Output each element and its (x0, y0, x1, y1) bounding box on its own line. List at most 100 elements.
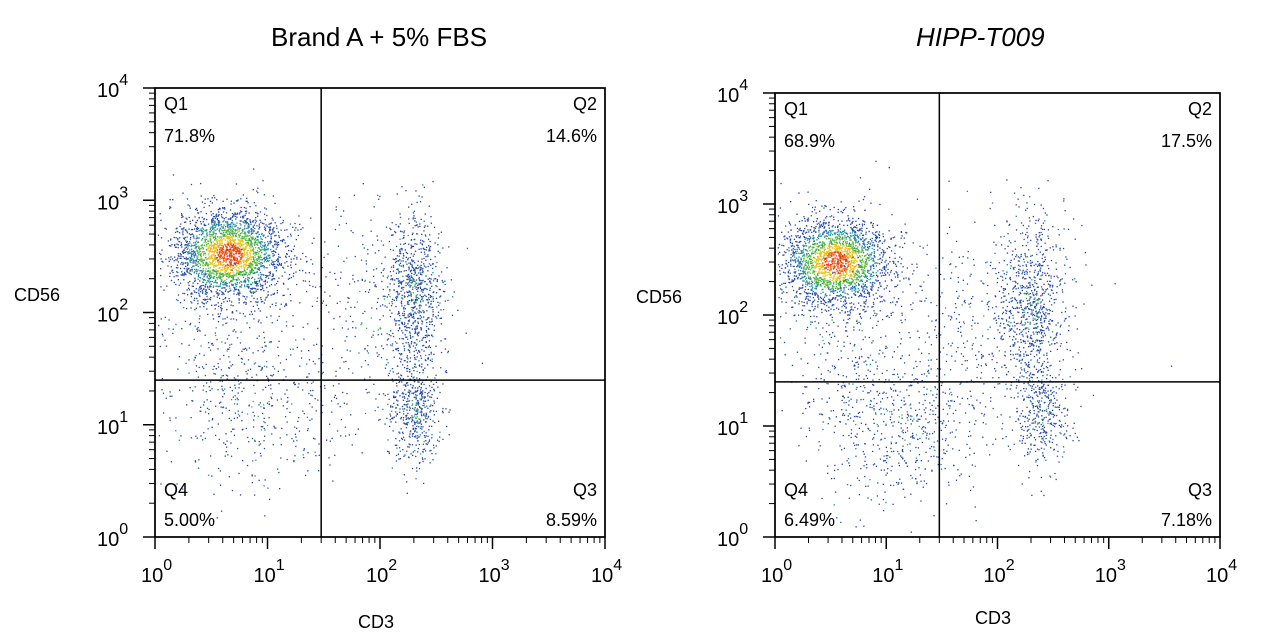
event-dot (213, 220, 214, 221)
event-dot (416, 350, 417, 351)
event-dot (398, 432, 399, 433)
event-dot (416, 432, 417, 433)
event-dot (382, 409, 383, 410)
event-dot (218, 468, 219, 469)
event-dot (430, 390, 431, 391)
event-dot (399, 395, 400, 396)
event-dot (417, 285, 418, 286)
event-dot (258, 247, 259, 248)
event-dot (234, 329, 235, 330)
event-dot (207, 399, 208, 400)
event-dot (418, 310, 419, 311)
event-dot (205, 270, 206, 271)
event-dot (221, 264, 222, 265)
event-dot (393, 350, 394, 351)
event-dot (413, 385, 414, 386)
event-dot (391, 275, 392, 276)
event-dot (178, 279, 179, 280)
event-dot (250, 301, 251, 302)
event-dot (254, 279, 255, 280)
event-dot (409, 371, 410, 372)
event-dot (420, 399, 421, 400)
event-dot (260, 370, 261, 371)
event-dot (228, 229, 229, 230)
event-dot (307, 417, 308, 418)
event-dot (445, 371, 446, 372)
event-dot (237, 263, 238, 264)
event-dot (278, 232, 279, 233)
event-dot (338, 246, 339, 247)
event-dot (233, 429, 234, 430)
event-dot (193, 242, 194, 243)
event-dot (232, 246, 233, 247)
event-dot (401, 186, 402, 187)
event-dot (244, 296, 245, 297)
event-dot (192, 269, 193, 270)
event-dot (289, 256, 290, 257)
event-dot (266, 258, 267, 259)
event-dot (431, 296, 432, 297)
event-dot (413, 322, 414, 323)
event-dot (405, 394, 406, 395)
event-dot (368, 392, 369, 393)
event-dot (397, 260, 398, 261)
event-dot (208, 342, 209, 343)
event-dot (390, 415, 391, 416)
event-dot (206, 282, 207, 283)
event-dot (196, 298, 197, 299)
event-dot (248, 359, 249, 360)
event-dot (218, 321, 219, 322)
event-dot (228, 335, 229, 336)
event-dot (402, 313, 403, 314)
event-dot (212, 419, 213, 420)
event-dot (221, 310, 222, 311)
event-dot (251, 272, 252, 273)
event-dot (216, 304, 217, 305)
event-dot (232, 216, 233, 217)
event-dot (194, 225, 195, 226)
event-dot (412, 400, 413, 401)
event-dot (373, 384, 374, 385)
event-dot (245, 266, 246, 267)
event-dot (430, 246, 431, 247)
event-dot (279, 263, 280, 264)
event-dot (401, 284, 402, 285)
event-dot (412, 287, 413, 288)
event-dot (190, 387, 191, 388)
event-dot (431, 301, 432, 302)
event-dot (411, 276, 412, 277)
event-dot (270, 271, 271, 272)
event-dot (235, 274, 236, 275)
event-dot (236, 269, 237, 270)
event-dot (267, 236, 268, 237)
event-dot (247, 225, 248, 226)
event-dot (429, 278, 430, 279)
event-dot (267, 260, 268, 261)
event-dot (199, 315, 200, 316)
event-dot (185, 244, 186, 245)
event-dot (301, 357, 302, 358)
event-dot (401, 302, 402, 303)
event-dot (209, 386, 210, 387)
event-dot (210, 267, 211, 268)
event-dot (424, 441, 425, 442)
event-dot (250, 224, 251, 225)
event-dot (406, 427, 407, 428)
event-dot (260, 220, 261, 221)
event-dot (401, 330, 402, 331)
event-dot (373, 269, 374, 270)
event-dot (257, 338, 258, 339)
event-dot (204, 260, 205, 261)
event-dot (429, 340, 430, 341)
event-dot (438, 305, 439, 306)
event-dot (404, 474, 405, 475)
event-dot (416, 328, 417, 329)
event-dot (271, 242, 272, 243)
event-dot (290, 265, 291, 266)
event-dot (248, 230, 249, 231)
event-dot (246, 262, 247, 263)
event-dot (210, 274, 211, 275)
event-dot (286, 229, 287, 230)
event-dot (265, 224, 266, 225)
event-dot (192, 266, 193, 267)
